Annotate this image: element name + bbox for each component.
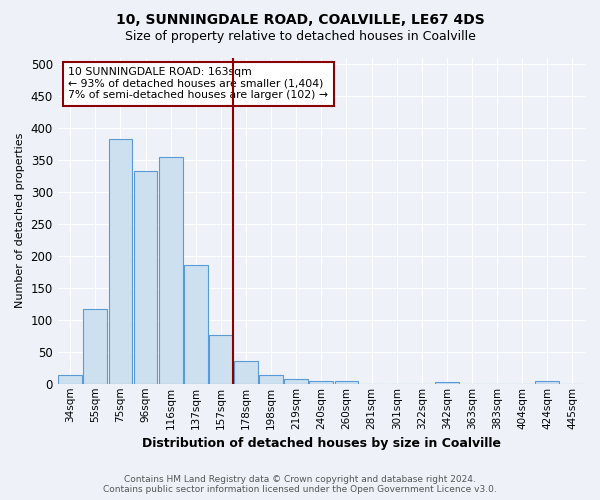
Bar [435, 382, 459, 384]
Y-axis label: Number of detached properties: Number of detached properties [15, 133, 25, 308]
Bar [535, 381, 559, 384]
Text: 10 SUNNINGDALE ROAD: 163sqm
← 93% of detached houses are smaller (1,404)
7% of s: 10 SUNNINGDALE ROAD: 163sqm ← 93% of det… [68, 68, 328, 100]
Bar [310, 381, 333, 384]
Bar [335, 381, 358, 384]
Bar [134, 170, 157, 384]
Bar [259, 376, 283, 384]
Bar [109, 138, 133, 384]
Text: 10, SUNNINGDALE ROAD, COALVILLE, LE67 4DS: 10, SUNNINGDALE ROAD, COALVILLE, LE67 4D… [116, 12, 484, 26]
Text: Contains HM Land Registry data © Crown copyright and database right 2024.
Contai: Contains HM Land Registry data © Crown c… [103, 474, 497, 494]
Bar [83, 309, 107, 384]
Bar [209, 335, 233, 384]
Bar [184, 265, 208, 384]
X-axis label: Distribution of detached houses by size in Coalville: Distribution of detached houses by size … [142, 437, 501, 450]
Bar [58, 376, 82, 384]
Bar [284, 380, 308, 384]
Bar [159, 156, 182, 384]
Bar [234, 360, 258, 384]
Text: Size of property relative to detached houses in Coalville: Size of property relative to detached ho… [125, 30, 475, 43]
